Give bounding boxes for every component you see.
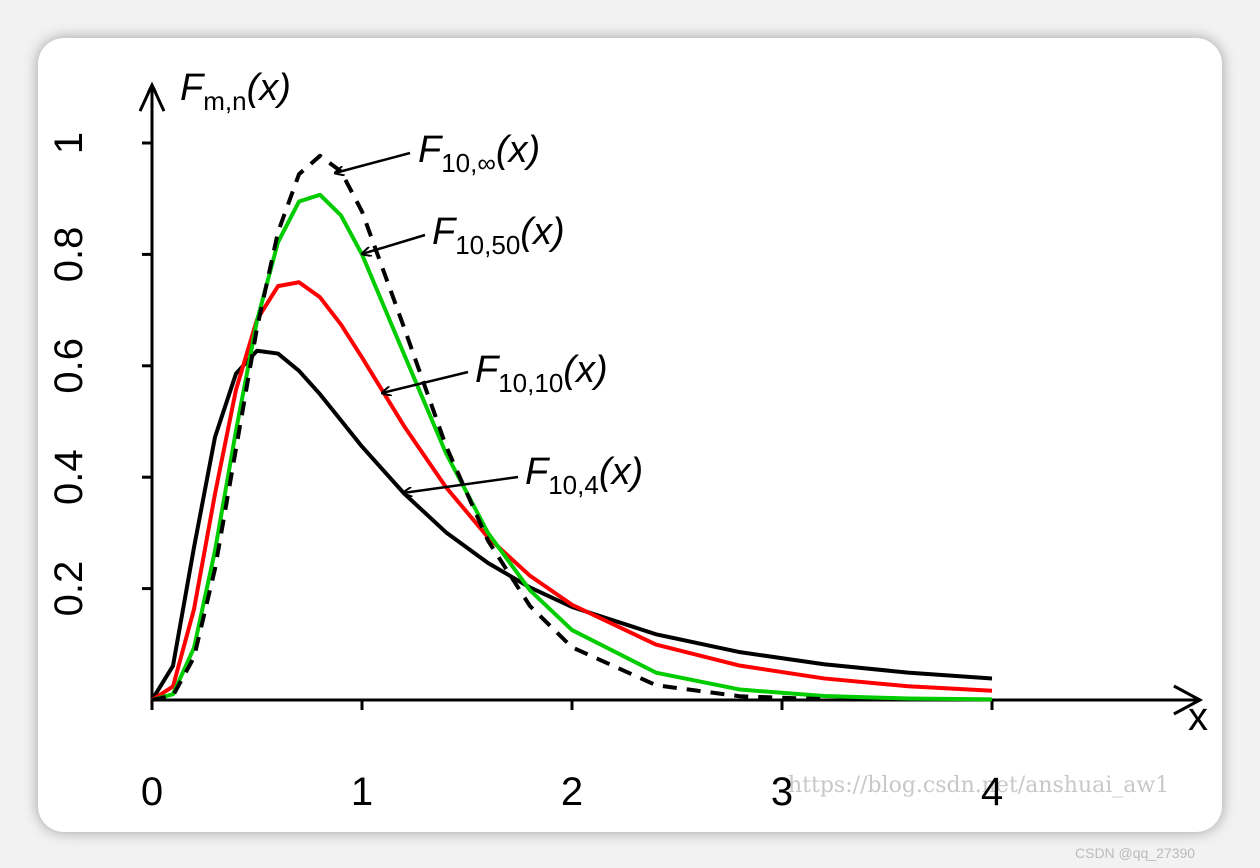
- annotation-sub: 10,∞: [441, 148, 496, 178]
- annotation: F10,∞(x): [418, 129, 540, 178]
- y-tick-label: 0.8: [47, 227, 91, 283]
- x-tick-label: 0: [141, 770, 163, 814]
- annotation-main: F: [525, 451, 550, 493]
- y-tick-label: 0.6: [47, 338, 91, 394]
- y-axis-label: Fm,n(x): [180, 67, 291, 116]
- watermark: https://blog.csdn.net/anshuai_aw1: [788, 773, 1169, 798]
- y-tick-label: 0.4: [47, 449, 91, 505]
- annotation-main: F: [418, 129, 443, 171]
- annotation-arrow: [335, 151, 411, 173]
- x-arrow: [1173, 684, 1204, 716]
- annotation-tail: (x): [599, 451, 643, 493]
- annotation-sub: 10,50: [455, 230, 520, 260]
- annotation: F10,10(x): [475, 349, 608, 398]
- annotation-main: F: [432, 211, 457, 253]
- series-line: [151, 153, 825, 702]
- x-tick-label: 1: [351, 770, 373, 814]
- series-line: [150, 280, 993, 702]
- annotation-arrow: [362, 233, 426, 254]
- annotation-arrow: [382, 370, 469, 393]
- annotation: F10,4(x): [525, 451, 643, 500]
- series-line: [150, 348, 993, 702]
- y-axis-label-tail: (x): [247, 67, 291, 109]
- y-tick-label: 1: [47, 132, 91, 154]
- x-axis-label: x: [1188, 695, 1208, 739]
- x-tick-label: 4: [981, 770, 1003, 814]
- annotation-sub: 10,10: [498, 368, 563, 398]
- annotation-main: F: [475, 349, 500, 391]
- annotation-tail: (x): [496, 129, 540, 171]
- y-arrow: [138, 81, 166, 112]
- annotation-sub: 10,4: [548, 470, 599, 500]
- annotation-arrow: [403, 475, 519, 493]
- y-axis-label-sub: m,n: [203, 86, 246, 116]
- series-line: [151, 192, 993, 702]
- x-tick-label: 3: [771, 770, 793, 814]
- annotation-tail: (x): [563, 349, 607, 391]
- footer: CSDN @qq_27390: [1075, 845, 1195, 861]
- y-axis-label-main: F: [180, 67, 205, 109]
- annotation: F10,50(x): [432, 211, 565, 260]
- annotation-tail: (x): [520, 211, 564, 253]
- y-tick-label: 0.2: [47, 561, 91, 617]
- x-tick-label: 2: [561, 770, 583, 814]
